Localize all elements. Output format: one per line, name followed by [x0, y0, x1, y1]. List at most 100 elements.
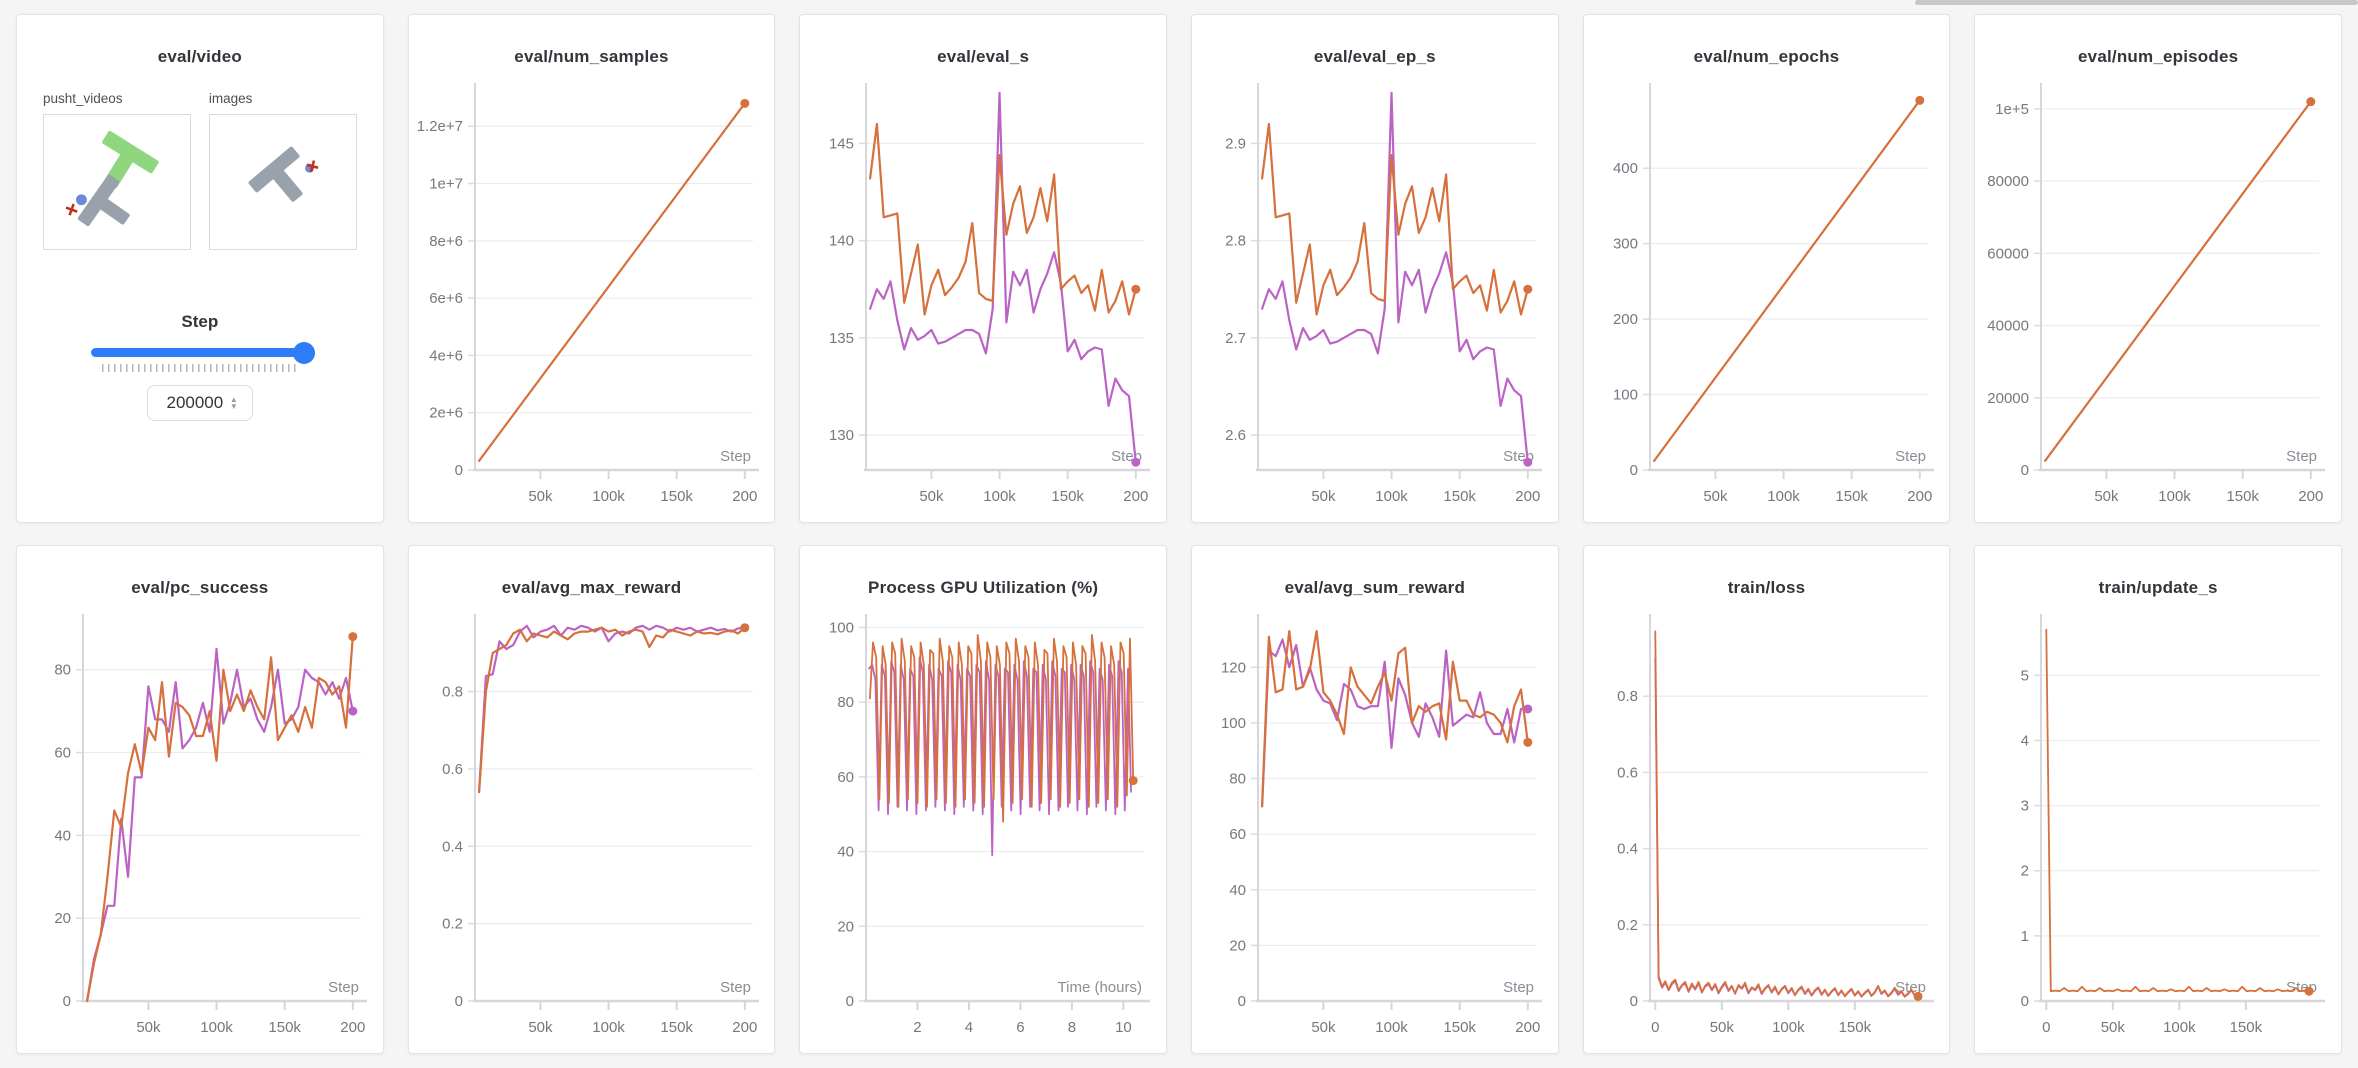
svg-text:2.9: 2.9: [1225, 135, 1246, 152]
svg-text:60000: 60000: [1988, 245, 2030, 262]
pusht-videos-thumbnail[interactable]: [43, 114, 191, 250]
svg-text:200: 200: [1124, 488, 1149, 505]
svg-text:100k: 100k: [1772, 1019, 1805, 1036]
svg-text:4: 4: [2021, 732, 2029, 749]
svg-text:0.2: 0.2: [442, 916, 463, 933]
svg-text:80000: 80000: [1988, 173, 2030, 190]
svg-text:5: 5: [2021, 667, 2029, 684]
panel-eval-video: eval/video pusht_videos: [16, 14, 384, 523]
svg-text:200: 200: [1515, 488, 1540, 505]
chart-train-loss[interactable]: 0 0.2 0.4 0.6 0.8 0 50k 100k 150k Step: [1590, 608, 1944, 1047]
spinner-up-icon[interactable]: ▲: [229, 395, 238, 404]
svg-text:50k: 50k: [1709, 1019, 1734, 1036]
svg-text:Step: Step: [2286, 448, 2317, 465]
target-cross: [306, 160, 319, 173]
chart-eval-pc-success[interactable]: 0 20 40 60 80 50k 100k 150k 200 Step: [23, 608, 377, 1047]
svg-text:40: 40: [54, 827, 71, 844]
svg-text:100: 100: [1221, 715, 1246, 732]
svg-text:Step: Step: [328, 979, 359, 996]
svg-text:100k: 100k: [2163, 1019, 2196, 1036]
svg-text:2.6: 2.6: [1225, 427, 1246, 444]
svg-text:10: 10: [1115, 1019, 1132, 1036]
step-slider[interactable]: [90, 341, 315, 364]
media-col-images: images: [208, 91, 357, 250]
svg-text:20: 20: [838, 918, 855, 935]
svg-text:1: 1: [2021, 928, 2029, 945]
panel-eval-num-samples: eval/num_samples 0 2e+6 4e+6 6e+6 8e+6 1e+7 1.…: [407, 14, 776, 523]
svg-text:2: 2: [2021, 863, 2029, 880]
svg-text:0: 0: [1238, 993, 1246, 1010]
panel-title: eval/eval_ep_s: [1313, 47, 1436, 66]
media-row: pusht_videos: [43, 91, 357, 250]
svg-text:8: 8: [1068, 1019, 1076, 1036]
svg-text:150k: 150k: [1835, 488, 1868, 505]
svg-text:1e+5: 1e+5: [1996, 101, 2030, 118]
svg-text:100k: 100k: [1375, 1019, 1408, 1036]
panel-title: eval/avg_max_reward: [501, 578, 682, 597]
svg-text:0.6: 0.6: [442, 761, 463, 778]
svg-text:150k: 150k: [660, 1019, 693, 1036]
step-slider-label: Step: [181, 312, 219, 331]
images-thumbnail[interactable]: [208, 114, 357, 250]
svg-text:Step: Step: [720, 448, 751, 465]
panel-title: train/loss: [1727, 578, 1806, 597]
svg-text:1e+7: 1e+7: [429, 176, 463, 193]
svg-text:20000: 20000: [1988, 390, 2030, 407]
step-value-input[interactable]: [161, 392, 228, 414]
svg-text:50k: 50k: [920, 488, 945, 505]
svg-text:6: 6: [1017, 1019, 1025, 1036]
chart-eval-avg-max-reward[interactable]: 0 0.2 0.4 0.6 0.8 50k 100k 150k 200 Step: [415, 608, 769, 1047]
svg-text:0.8: 0.8: [1617, 688, 1638, 705]
panel-title: eval/video: [157, 47, 242, 66]
chart-eval-eval-s[interactable]: 130 135 140 145 50k 100k 150k 200 Step: [806, 77, 1160, 516]
svg-text:100k: 100k: [1767, 488, 1800, 505]
chart-process-gpu-utilization[interactable]: 0 20 40 60 80 100 2 4 6 8 10 Time (hours): [806, 608, 1160, 1047]
panel-title: eval/num_epochs: [1693, 47, 1840, 66]
svg-text:60: 60: [54, 745, 71, 762]
panel-eval-num-epochs: eval/num_epochs 0 100 200 300 400 50k 100k 150k…: [1582, 14, 1951, 523]
goal-dot: [76, 194, 87, 206]
svg-text:100: 100: [1613, 387, 1638, 404]
chart-train-update-s[interactable]: 0 1 2 3 4 5 0 50k 100k 150k Step: [1981, 608, 2335, 1047]
svg-text:100k: 100k: [2159, 488, 2192, 505]
svg-text:2: 2: [914, 1019, 922, 1036]
svg-text:150k: 150k: [1838, 1019, 1871, 1036]
panel-eval-eval-s: eval/eval_s 130 135 140 145 50k 100k 150k 200 St…: [799, 14, 1167, 523]
step-slider-thumb[interactable]: [292, 341, 315, 364]
chart-eval-num-episodes[interactable]: 0 20000 40000 60000 80000 1e+5 50k 100k 150k 200 S…: [1981, 77, 2335, 516]
svg-text:150k: 150k: [1052, 488, 1085, 505]
svg-text:135: 135: [829, 330, 854, 347]
svg-text:300: 300: [1613, 236, 1638, 253]
svg-text:1.2e+7: 1.2e+7: [416, 118, 462, 135]
target-cross: [65, 203, 78, 216]
svg-text:4e+6: 4e+6: [429, 347, 463, 364]
svg-text:Time (hours): Time (hours): [1058, 979, 1142, 996]
svg-text:0.4: 0.4: [1617, 841, 1638, 858]
chart-eval-num-samples[interactable]: 0 2e+6 4e+6 6e+6 8e+6 1e+7 1.2e+7 50k 100k 150k 20…: [415, 77, 769, 516]
svg-text:50k: 50k: [528, 1019, 553, 1036]
chart-eval-num-epochs[interactable]: 0 100 200 300 400 50k 100k 150k 200 Step: [1590, 77, 1944, 516]
svg-text:150k: 150k: [2230, 1019, 2263, 1036]
svg-text:0: 0: [1651, 1019, 1659, 1036]
svg-text:Step: Step: [1895, 448, 1926, 465]
chart-eval-avg-sum-reward[interactable]: 0 20 40 60 80 100 120 50k 100k 150k 200 Step: [1198, 608, 1552, 1047]
svg-text:50k: 50k: [1311, 1019, 1336, 1036]
panel-train-update-s: train/update_s 0 1 2 3 4 5 0 50k 100k 150k Step: [1974, 545, 2342, 1054]
svg-text:2.8: 2.8: [1225, 233, 1246, 250]
chart-eval-eval-ep-s[interactable]: 2.6 2.7 2.8 2.9 50k 100k 150k 200 Step: [1198, 77, 1552, 516]
svg-text:100k: 100k: [984, 488, 1017, 505]
panel-title: train/update_s: [2098, 578, 2218, 597]
svg-text:100k: 100k: [1375, 488, 1408, 505]
svg-text:200: 200: [732, 488, 757, 505]
green-t-shape: [102, 130, 159, 189]
top-right-divider: [1915, 0, 2358, 5]
step-spinner[interactable]: ▲ ▼: [229, 395, 238, 411]
svg-text:0: 0: [454, 993, 462, 1010]
spinner-down-icon[interactable]: ▼: [229, 402, 238, 411]
svg-text:60: 60: [1229, 826, 1246, 843]
svg-text:0: 0: [2021, 993, 2029, 1010]
step-value-box: ▲ ▼: [146, 385, 253, 421]
step-slider-section: Step ▲ ▼: [17, 312, 383, 421]
svg-text:200: 200: [1907, 488, 1932, 505]
svg-text:2e+6: 2e+6: [429, 405, 463, 422]
